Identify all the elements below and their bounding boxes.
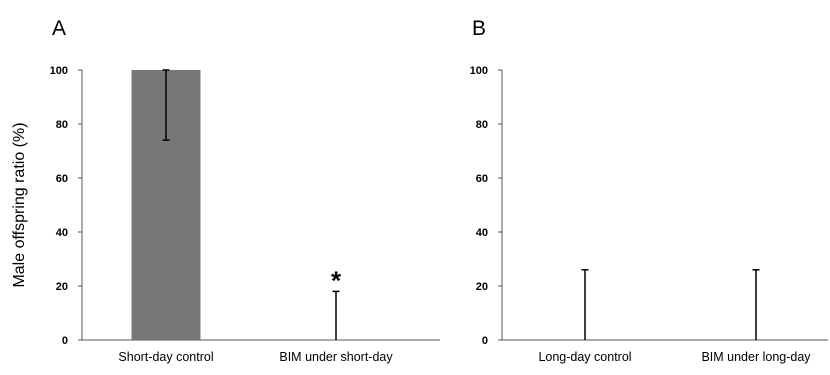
y-tick-label: 100 bbox=[470, 65, 488, 77]
panel-letter: B bbox=[472, 17, 486, 40]
y-tick-label: 80 bbox=[476, 119, 488, 131]
panel-letter: A bbox=[52, 17, 66, 40]
significance-marker: * bbox=[331, 265, 342, 295]
category-label: BIM under short-day bbox=[279, 350, 393, 364]
y-tick-label: 40 bbox=[56, 227, 68, 239]
y-tick-label: 100 bbox=[50, 65, 68, 77]
category-label: Long-day control bbox=[538, 350, 631, 364]
category-label: Short-day control bbox=[118, 350, 213, 364]
category-label: BIM under long-day bbox=[701, 350, 811, 364]
y-tick-label: 20 bbox=[476, 281, 488, 293]
y-tick-label: 80 bbox=[56, 119, 68, 131]
y-tick-label: 60 bbox=[476, 173, 488, 185]
y-tick-label: 0 bbox=[62, 335, 68, 347]
y-tick-label: 60 bbox=[56, 173, 68, 185]
panel-a: A 0 20 40 60 80 100 Short-day control BIM under … bbox=[50, 17, 440, 364]
y-tick-label: 20 bbox=[56, 281, 68, 293]
y-tick-label: 0 bbox=[482, 335, 488, 347]
panel-b: B 0 20 40 60 80 100 Long-day control BIM under l… bbox=[470, 17, 828, 364]
y-axis-label: Male offspring ratio (%) bbox=[11, 122, 28, 287]
y-tick-label: 40 bbox=[476, 227, 488, 239]
